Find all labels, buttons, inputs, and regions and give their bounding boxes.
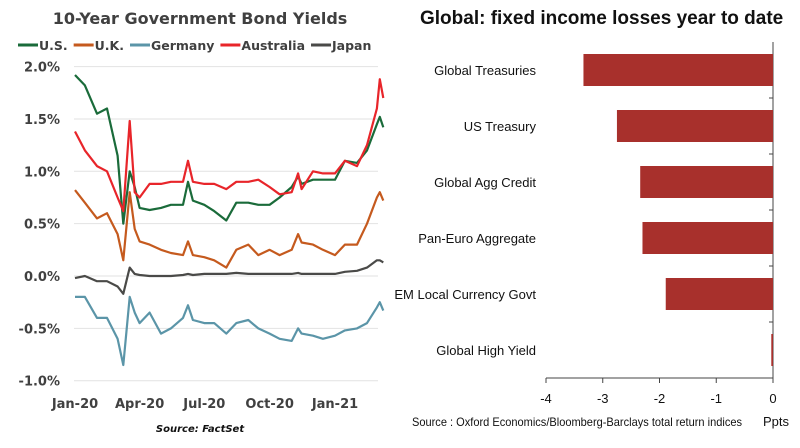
y-tick-label: 0.5% bbox=[24, 218, 60, 233]
series-line-uk bbox=[74, 189, 385, 269]
legend-label: U.K. bbox=[95, 38, 124, 53]
series-lines bbox=[74, 74, 385, 367]
x-tick-label: 0 bbox=[769, 391, 776, 406]
category-label: US Treasury bbox=[464, 119, 537, 134]
x-tick-label: -1 bbox=[710, 391, 722, 406]
x-tick-label: -4 bbox=[540, 391, 552, 406]
category-label: Global Treasuries bbox=[434, 63, 536, 78]
bond-yields-chart: 10-Year Government Bond Yields U.S. U.K. G… bbox=[18, 9, 385, 435]
y-tick-label: 1.0% bbox=[24, 165, 60, 180]
left-source: Source: FactSet bbox=[156, 424, 245, 435]
y-tick-label: 0.0% bbox=[24, 270, 60, 285]
left-chart-title: 10-Year Government Bond Yields bbox=[53, 9, 348, 28]
bar bbox=[616, 110, 773, 142]
legend-label: Japan bbox=[331, 38, 371, 53]
right-source: Source : Oxford Economics/Bloomberg-Barc… bbox=[412, 415, 742, 429]
y-tick-label: -1.0% bbox=[19, 375, 60, 390]
x-tick-label: Oct-20 bbox=[245, 397, 293, 412]
series-line-australia bbox=[74, 78, 385, 213]
category-label: Pan-Euro Aggregate bbox=[418, 231, 536, 246]
y-tick-label: 1.5% bbox=[24, 113, 60, 128]
bar bbox=[583, 54, 773, 86]
x-tick-label: -2 bbox=[654, 391, 666, 406]
legend: U.S. U.K. Germany Australia Japan bbox=[18, 38, 371, 53]
x-tick-label: -3 bbox=[597, 391, 609, 406]
legend-label: U.S. bbox=[39, 38, 68, 53]
y-tick-label: 2.0% bbox=[24, 61, 60, 76]
category-label: EM Local Currency Govt bbox=[394, 287, 536, 302]
category-label: Global High Yield bbox=[436, 343, 536, 358]
series-line-germany bbox=[75, 295, 385, 367]
x-tick-label: Jan-21 bbox=[311, 397, 358, 412]
bar bbox=[771, 334, 773, 366]
fixed-income-losses-chart: Global: fixed income losses year to date… bbox=[394, 8, 789, 429]
category-label: Global Agg Credit bbox=[434, 175, 536, 190]
series-line-japan bbox=[74, 259, 384, 295]
x-axis-unit: Ppts bbox=[763, 414, 790, 429]
x-tick-label: Jan-20 bbox=[51, 397, 98, 412]
right-chart-title: Global: fixed income losses year to date bbox=[420, 8, 783, 29]
grid: 2.0% 1.5% 1.0% 0.5% 0.0% -0.5% -1.0% Jan-20 Apr-… bbox=[19, 61, 378, 412]
y-tick-label: -0.5% bbox=[19, 322, 60, 337]
bar bbox=[642, 222, 773, 254]
legend-label: Germany bbox=[151, 38, 214, 53]
bar bbox=[665, 278, 773, 310]
series-line-us bbox=[74, 74, 385, 225]
bar bbox=[640, 166, 773, 198]
bars: -4 -3 -2 -1 0 Global Treasuries US Treasury Glo… bbox=[394, 42, 777, 406]
legend-label: Australia bbox=[241, 38, 305, 53]
x-tick-label: Apr-20 bbox=[115, 397, 164, 412]
x-tick-label: Jul-20 bbox=[182, 397, 225, 412]
